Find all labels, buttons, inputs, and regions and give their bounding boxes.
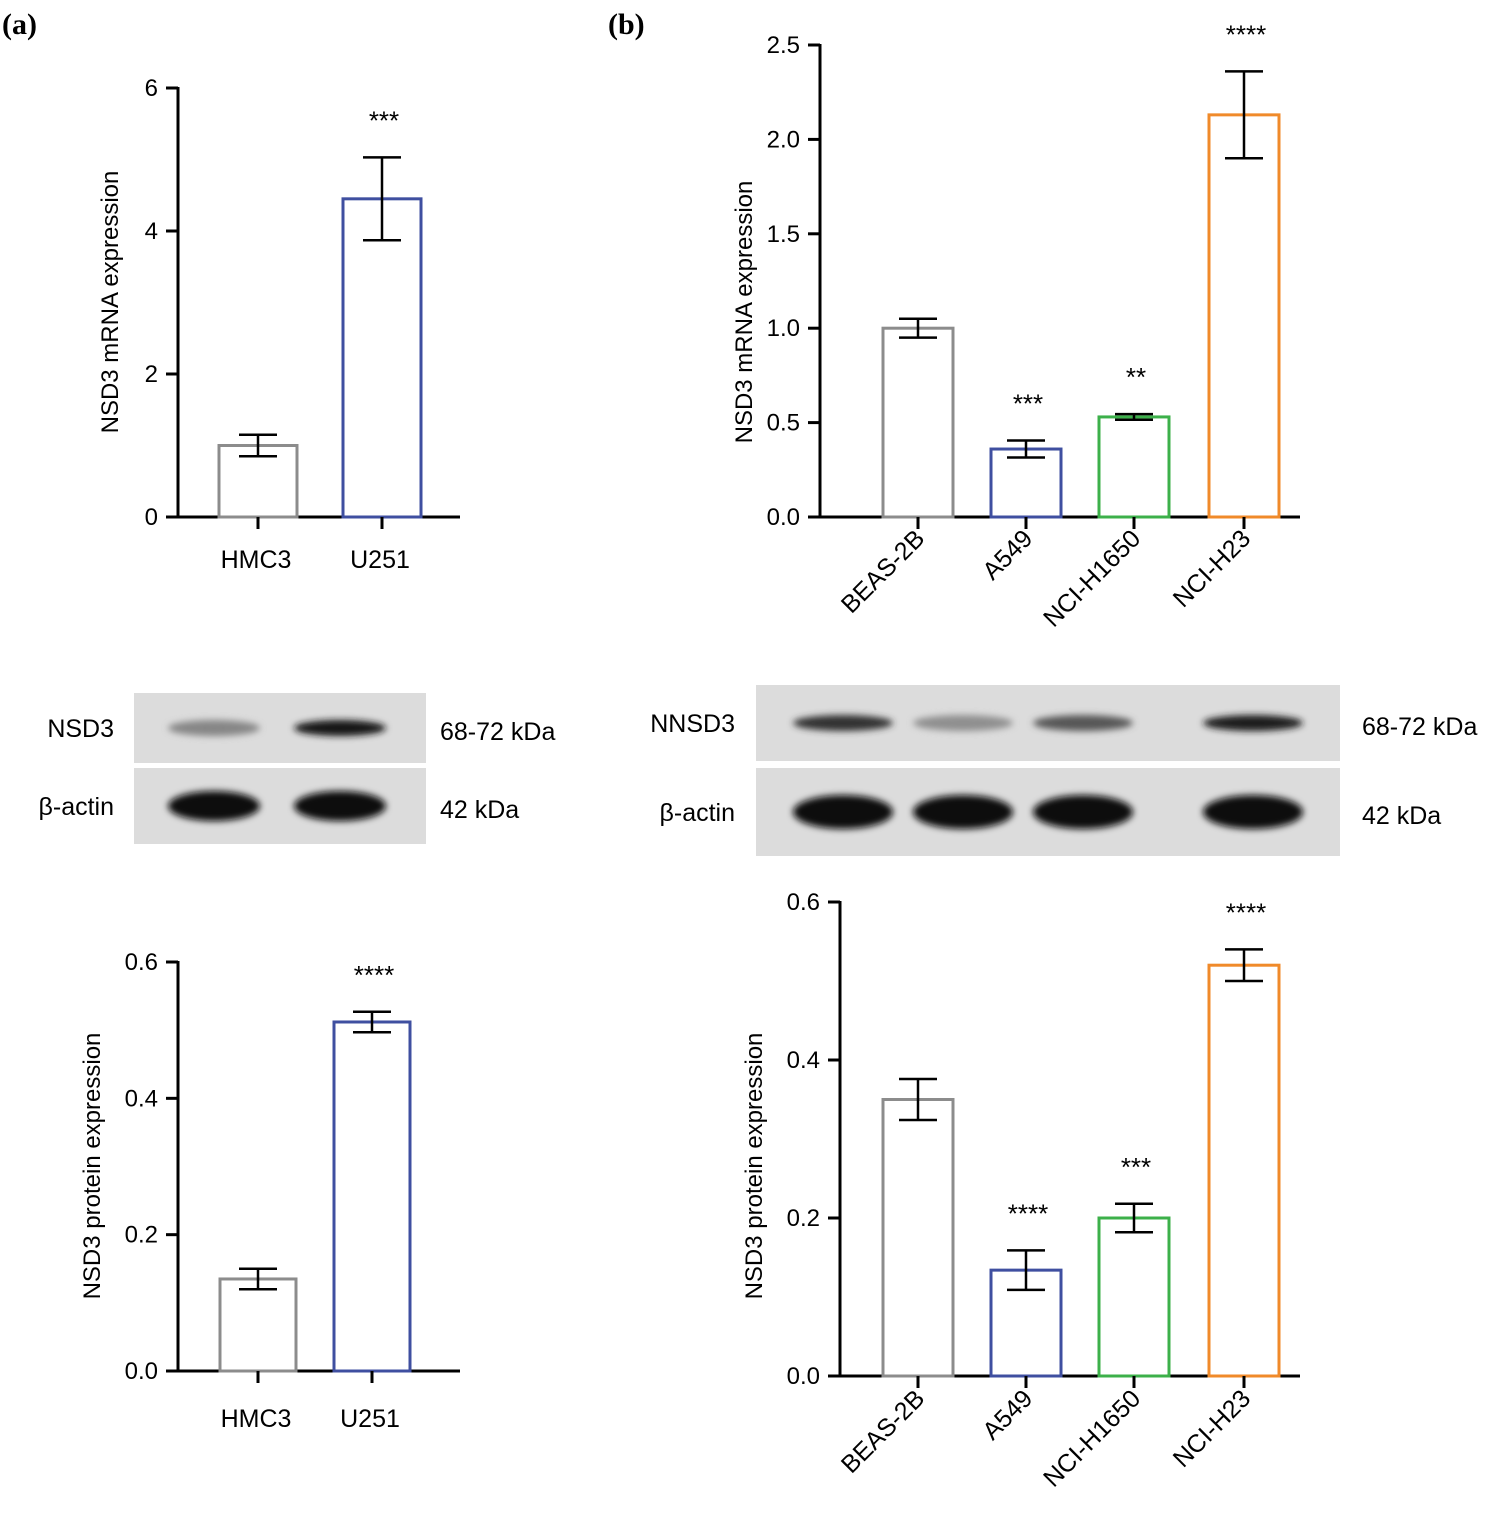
x-tick-label: NCI-H1650 [1038, 524, 1146, 632]
y-tick-label: 0.2 [787, 1205, 820, 1232]
y-axis-title: NSD3 protein expression [79, 1033, 106, 1300]
bar [1207, 113, 1281, 519]
x-tick-label: U251 [340, 1405, 400, 1433]
western-blot-a: NSD3 68-72 kDa β-actin 42 kDa [38, 693, 555, 844]
bar [989, 447, 1063, 519]
blot-row-label: β-actin [659, 799, 735, 827]
blot-band [168, 720, 260, 736]
blot-kda-label: 68-72 kDa [1362, 713, 1477, 741]
y-tick-label: 0.0 [787, 1363, 820, 1390]
bar [1097, 1216, 1171, 1378]
significance-label: **** [1226, 897, 1266, 927]
y-tick-label: 0.2 [125, 1222, 158, 1249]
blot-band [1033, 715, 1133, 731]
x-tick-label: NCI-H23 [1168, 524, 1257, 613]
bar [1207, 963, 1281, 1378]
blot-band [294, 720, 386, 736]
y-tick-label: 0.0 [767, 504, 800, 531]
significance-label: **** [1008, 1198, 1048, 1228]
blot-band [793, 715, 893, 731]
y-tick-label: 6 [145, 75, 158, 102]
x-tick-label: NCI-H1650 [1038, 1384, 1146, 1492]
significance-label: *** [369, 105, 399, 135]
x-tick-label: A549 [977, 1384, 1038, 1445]
blot-kda-label: 68-72 kDa [440, 718, 555, 746]
y-tick-label: 0.0 [125, 1358, 158, 1385]
y-tick-label: 2.0 [767, 126, 800, 153]
blot-row-label: NNSD3 [650, 710, 735, 738]
y-tick-label: 4 [145, 218, 158, 245]
y-tick-label: 0 [145, 504, 158, 531]
bar [881, 1098, 955, 1378]
x-tick-label: BEAS-2B [836, 1384, 930, 1478]
bar [1097, 415, 1171, 519]
chart-b-mrna: 0.0 0.5 1.0 1.5 2.0 2.5 NSD3 mRNA expression BE… [731, 19, 1300, 633]
blot-band [913, 715, 1013, 731]
blot-row-label: β-actin [38, 793, 114, 821]
bar [341, 197, 423, 519]
y-axis-title: NSD3 mRNA expression [97, 171, 124, 434]
chart-a-protein: 0.0 0.2 0.4 0.6 NSD3 protein expression HMC3 *… [79, 949, 460, 1433]
blot-band [793, 795, 893, 829]
significance-label: **** [354, 960, 394, 990]
panel-label-a: (a) [2, 8, 37, 41]
x-tick-label: HMC3 [221, 1405, 292, 1433]
significance-label: ** [1126, 362, 1146, 392]
blot-band [294, 791, 386, 821]
y-axis-title: NSD3 protein expression [741, 1033, 768, 1300]
blot-kda-label: 42 kDa [440, 796, 519, 824]
blot-band [1203, 795, 1303, 829]
chart-a-mrna: 0 2 4 6 NSD3 mRNA expression HMC3 *** U251 [97, 75, 460, 574]
y-tick-label: 1.0 [767, 315, 800, 342]
x-tick-label: A549 [977, 524, 1038, 585]
blot-row-label: NSD3 [47, 715, 114, 743]
y-tick-label: 0.6 [787, 889, 820, 916]
blot-band [1203, 715, 1303, 731]
y-tick-label: 2 [145, 361, 158, 388]
y-axis-title: NSD3 mRNA expression [731, 181, 758, 444]
y-tick-label: 1.5 [767, 221, 800, 248]
blot-kda-label: 42 kDa [1362, 802, 1441, 830]
y-tick-label: 0.6 [125, 949, 158, 976]
y-tick-label: 0.4 [787, 1047, 820, 1074]
y-tick-label: 0.4 [125, 1085, 158, 1112]
x-tick-label: HMC3 [221, 546, 292, 574]
x-tick-label: BEAS-2B [836, 524, 930, 618]
x-tick-label: U251 [350, 546, 410, 574]
significance-label: **** [1226, 19, 1266, 49]
chart-b-protein: 0.0 0.2 0.4 0.6 NSD3 protein expression BEAS-… [741, 889, 1300, 1493]
significance-label: *** [1013, 389, 1043, 419]
y-tick-label: 0.5 [767, 410, 800, 437]
blot-band [913, 795, 1013, 829]
y-tick-label: 2.5 [767, 32, 800, 59]
bar [881, 326, 955, 519]
x-tick-label: NCI-H23 [1168, 1384, 1257, 1473]
blot-band [1033, 795, 1133, 829]
bar [332, 1020, 412, 1373]
significance-label: *** [1121, 1152, 1151, 1182]
blot-band [168, 791, 260, 821]
western-blot-b: NNSD3 68-72 kDa β-actin 42 kDa [650, 685, 1477, 856]
bar [218, 1277, 298, 1373]
panel-label-b: (b) [608, 8, 645, 41]
